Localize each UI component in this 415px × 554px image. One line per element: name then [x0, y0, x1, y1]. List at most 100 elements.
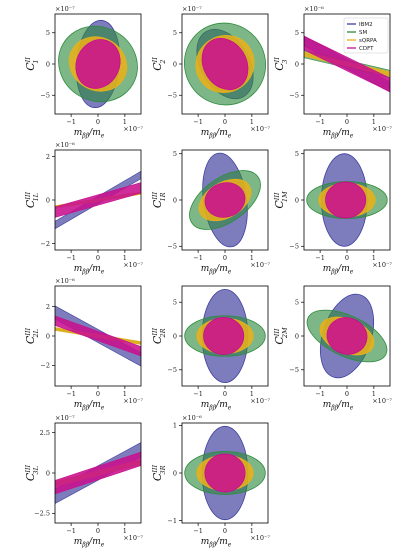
y-tick-label: −5: [289, 243, 299, 251]
panel-6: −1 0 1 −2 0 2 ×10⁻⁶ ×10⁻⁷ mββ/me CIII2L: [24, 277, 143, 412]
xlabel-tail-sub: e: [228, 133, 232, 140]
y-tick-label: −2: [40, 240, 50, 248]
ylabel-main: C: [273, 336, 286, 345]
panel-2: −1 0 1 −5 0 5 ×10⁻⁶ ×10⁻⁷ mββ/me CII3: [273, 5, 392, 140]
ellipse-cdft: [204, 182, 246, 218]
y-axis-label: CII1: [24, 57, 40, 71]
ylabel-sub: 2R: [159, 328, 167, 338]
panel-10: −1 0 1 −1 0 1 ×10⁻⁶ ×10⁻⁷ mββ/me CIII3R: [151, 414, 270, 549]
y-tick-label: 5: [173, 299, 177, 307]
y-tick-label: 5: [173, 29, 177, 37]
x-scale-multiplier: ×10⁻⁷: [123, 534, 143, 542]
x-tick-label: −1: [315, 118, 325, 126]
x-tick-label: −1: [315, 254, 325, 262]
panel-9: −1 0 1 −2.5 0 2.5 ×10⁻⁷ ×10⁻⁷ mββ/me CIII3L: [24, 414, 143, 549]
ylabel-main: C: [24, 472, 37, 481]
xlabel-main: m: [74, 537, 83, 547]
y-axis-label: CIII1L: [24, 192, 40, 209]
y-tick-label: 0: [295, 196, 299, 204]
plot-area: [189, 152, 261, 248]
xlabel-tail-sub: e: [101, 542, 105, 549]
ylabel-sup: II: [273, 57, 281, 64]
y-tick-label: 0: [173, 469, 177, 477]
x-tick-label: 0: [223, 254, 227, 262]
ylabel-sup: III: [273, 328, 281, 337]
y-tick-label: 2.5: [40, 429, 50, 437]
xlabel-main: m: [74, 128, 83, 138]
ellipse-cdft: [203, 317, 245, 355]
x-axis-label: mββ/me: [323, 128, 354, 140]
x-axis-label: mββ/me: [201, 537, 232, 549]
ylabel-sup: III: [24, 465, 32, 474]
y-scale-multiplier: ×10⁻⁶: [182, 414, 202, 422]
xlabel-tail: /m: [337, 400, 350, 410]
xlabel-tail-sub: e: [228, 269, 232, 276]
xlabel-sub: ββ: [208, 405, 216, 412]
xlabel-tail: /m: [88, 537, 101, 547]
x-tick-label: 1: [372, 390, 376, 398]
y-scale-multiplier: ×10⁻⁷: [55, 5, 75, 13]
x-tick-label: 0: [96, 254, 100, 262]
y-scale-multiplier: ×10⁻⁷: [55, 414, 75, 422]
y-axis-label: CIII2R: [151, 328, 167, 345]
xlabel-tail-sub: e: [228, 405, 232, 412]
legend-label-sqrpa: sQRPA: [359, 38, 377, 44]
y-tick-label: −5: [167, 366, 177, 374]
ylabel-main: C: [24, 62, 37, 71]
ylabel-sup: III: [24, 328, 32, 337]
xlabel-sub: ββ: [208, 133, 216, 140]
y-axis-label: CIII2M: [273, 327, 289, 345]
legend-label-sm: SM: [359, 30, 367, 36]
band-cdft: [55, 182, 141, 218]
panel-5: −1 0 1 −5 0 5 ×10⁻⁷ mββ/me CIII1M: [273, 149, 392, 276]
panel-8: −1 0 1 −5 0 5 ×10⁻⁷ mββ/me CIII2M: [273, 285, 392, 412]
x-scale-multiplier: ×10⁻⁷: [372, 125, 392, 133]
xlabel-tail-sub: e: [101, 133, 105, 140]
legend-box: [343, 17, 389, 54]
y-tick-label: −2.5: [34, 510, 50, 518]
band-cdft: [304, 35, 390, 93]
y-scale-multiplier: ×10⁻⁷: [182, 5, 202, 13]
x-axis-label: mββ/me: [74, 128, 105, 140]
plot-area: [55, 170, 141, 230]
ylabel-sup: III: [151, 465, 159, 474]
x-tick-label: 0: [96, 390, 100, 398]
xlabel-tail: /m: [215, 537, 228, 547]
x-tick-label: 1: [372, 118, 376, 126]
y-tick-label: 0: [295, 60, 299, 68]
xlabel-main: m: [323, 128, 332, 138]
y-tick-label: 5: [295, 150, 299, 158]
xlabel-tail: /m: [215, 128, 228, 138]
y-tick-label: 0: [46, 469, 50, 477]
x-tick-label: −1: [193, 390, 203, 398]
ylabel-main: C: [273, 200, 286, 209]
ylabel-main: C: [151, 62, 164, 71]
x-axis-label: mββ/me: [201, 128, 232, 140]
x-axis-label: mββ/me: [201, 400, 232, 412]
x-scale-multiplier: ×10⁻⁷: [123, 261, 143, 269]
xlabel-tail-sub: e: [228, 542, 232, 549]
xlabel-main: m: [74, 264, 83, 274]
x-tick-label: −1: [193, 254, 203, 262]
xlabel-main: m: [323, 264, 332, 274]
xlabel-tail-sub: e: [350, 405, 354, 412]
x-tick-label: −1: [315, 390, 325, 398]
ylabel-main: C: [151, 199, 164, 208]
xlabel-sub: ββ: [208, 269, 216, 276]
ylabel-sub: 3R: [159, 465, 167, 474]
plot-area: [55, 442, 141, 504]
x-axis-label: mββ/me: [74, 264, 105, 276]
panel-3: −1 0 1 −2 0 2 ×10⁻⁶ ×10⁻⁷ mββ/me CIII1L: [24, 141, 143, 276]
xlabel-sub: ββ: [81, 542, 89, 549]
y-tick-label: 0: [46, 332, 50, 340]
plot-area: [183, 22, 267, 106]
band-cdft: [55, 315, 141, 357]
y-tick-label: 0: [46, 60, 50, 68]
ylabel-sub: 1R: [159, 192, 167, 201]
x-tick-label: 1: [123, 254, 127, 262]
ylabel-sup: III: [151, 192, 159, 201]
y-tick-label: −5: [289, 92, 299, 100]
x-tick-label: −1: [193, 527, 203, 535]
xlabel-sub: ββ: [81, 133, 89, 140]
